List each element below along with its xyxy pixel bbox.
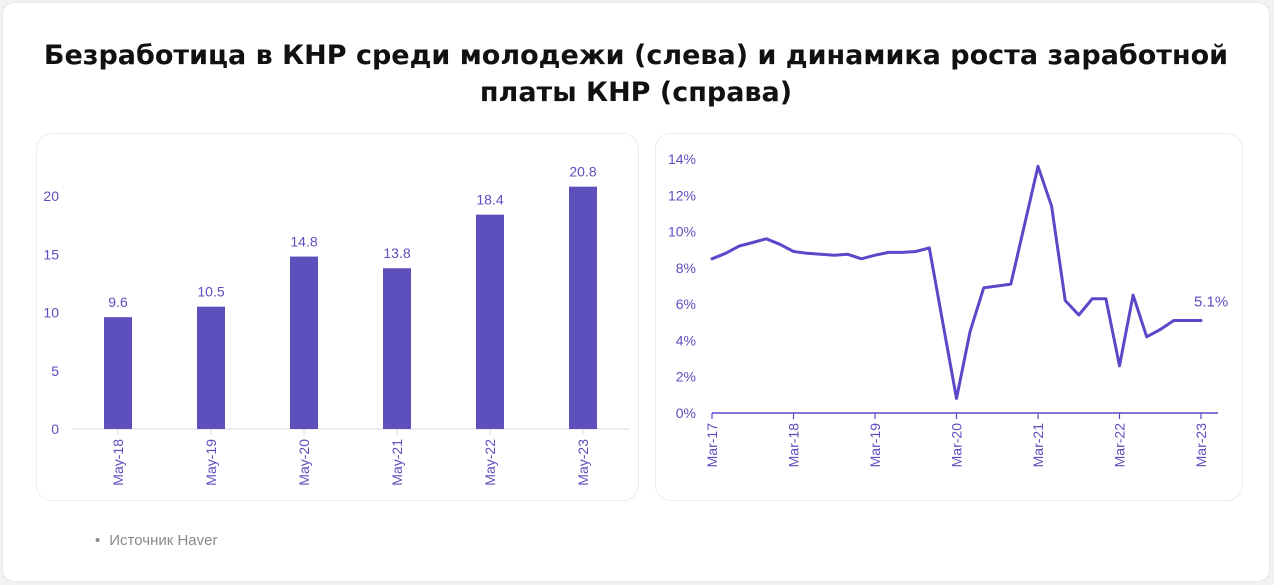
y-tick-label: 20 bbox=[43, 188, 59, 204]
page-title: Безработица в КНР среди молодежи (слева)… bbox=[43, 40, 1229, 108]
bar bbox=[383, 268, 411, 429]
y-tick-label: 10 bbox=[43, 305, 59, 321]
x-tick-label: Mar-19 bbox=[867, 423, 883, 468]
youth-unemployment-panel: 0 5 10 15 20 9.6 May-18 10.5 May-19 14.8 May-20 13.… bbox=[36, 133, 639, 501]
source-text: Источник Haver bbox=[109, 532, 218, 549]
x-tick-label: May-21 bbox=[389, 439, 405, 486]
data-label: 14.8 bbox=[290, 234, 317, 250]
data-label: 9.6 bbox=[108, 294, 128, 310]
x-tick-label: Mar-17 bbox=[704, 423, 720, 468]
series-line bbox=[710, 164, 1203, 400]
bar bbox=[197, 306, 225, 429]
y-tick-label: 4% bbox=[676, 332, 696, 348]
data-label: 18.4 bbox=[476, 192, 503, 208]
bullet-icon: • bbox=[95, 532, 101, 549]
x-tick-label: May-19 bbox=[203, 439, 219, 486]
x-tick-label: May-20 bbox=[296, 439, 312, 486]
end-value-label: 5.1% bbox=[1194, 293, 1228, 310]
y-tick-label: 0 bbox=[51, 421, 59, 437]
source-note: • Источник Haver bbox=[95, 532, 217, 549]
wage-growth-chart: 0% 2% 4% 6% 8% 10% 12% 14% Mar-17 Mar-18 Mar-19 Mar… bbox=[668, 151, 1228, 468]
y-tick-label: 15 bbox=[43, 246, 59, 262]
wage-growth-panel: 0% 2% 4% 6% 8% 10% 12% 14% Mar-17 Mar-18 Mar-19 Mar… bbox=[655, 133, 1243, 501]
bar bbox=[290, 256, 318, 429]
bar bbox=[104, 317, 132, 429]
y-tick-label: 5 bbox=[51, 363, 59, 379]
data-label: 10.5 bbox=[197, 284, 224, 300]
x-tick-label: Mar-21 bbox=[1030, 423, 1046, 468]
x-tick-label: Mar-18 bbox=[786, 423, 802, 468]
x-tick-label: May-18 bbox=[110, 439, 126, 486]
x-tick-label: Mar-22 bbox=[1112, 423, 1128, 468]
y-tick-label: 2% bbox=[676, 369, 696, 385]
bar bbox=[569, 186, 597, 429]
x-tick-label: May-22 bbox=[482, 439, 498, 486]
y-tick-label: 8% bbox=[676, 260, 696, 276]
data-label: 13.8 bbox=[383, 245, 410, 261]
youth-unemployment-chart: 0 5 10 15 20 9.6 May-18 10.5 May-19 14.8 May-20 13.… bbox=[43, 164, 629, 486]
data-label: 20.8 bbox=[569, 164, 596, 180]
y-tick-label: 6% bbox=[676, 296, 696, 312]
y-tick-label: 0% bbox=[676, 405, 696, 421]
x-tick-label: May-23 bbox=[575, 439, 591, 486]
x-tick-label: Mar-20 bbox=[949, 423, 965, 468]
y-tick-label: 12% bbox=[668, 187, 696, 203]
y-tick-label: 14% bbox=[668, 151, 696, 167]
x-tick-label: Mar-23 bbox=[1193, 423, 1209, 468]
bar bbox=[476, 214, 504, 429]
y-tick-label: 10% bbox=[668, 224, 696, 240]
